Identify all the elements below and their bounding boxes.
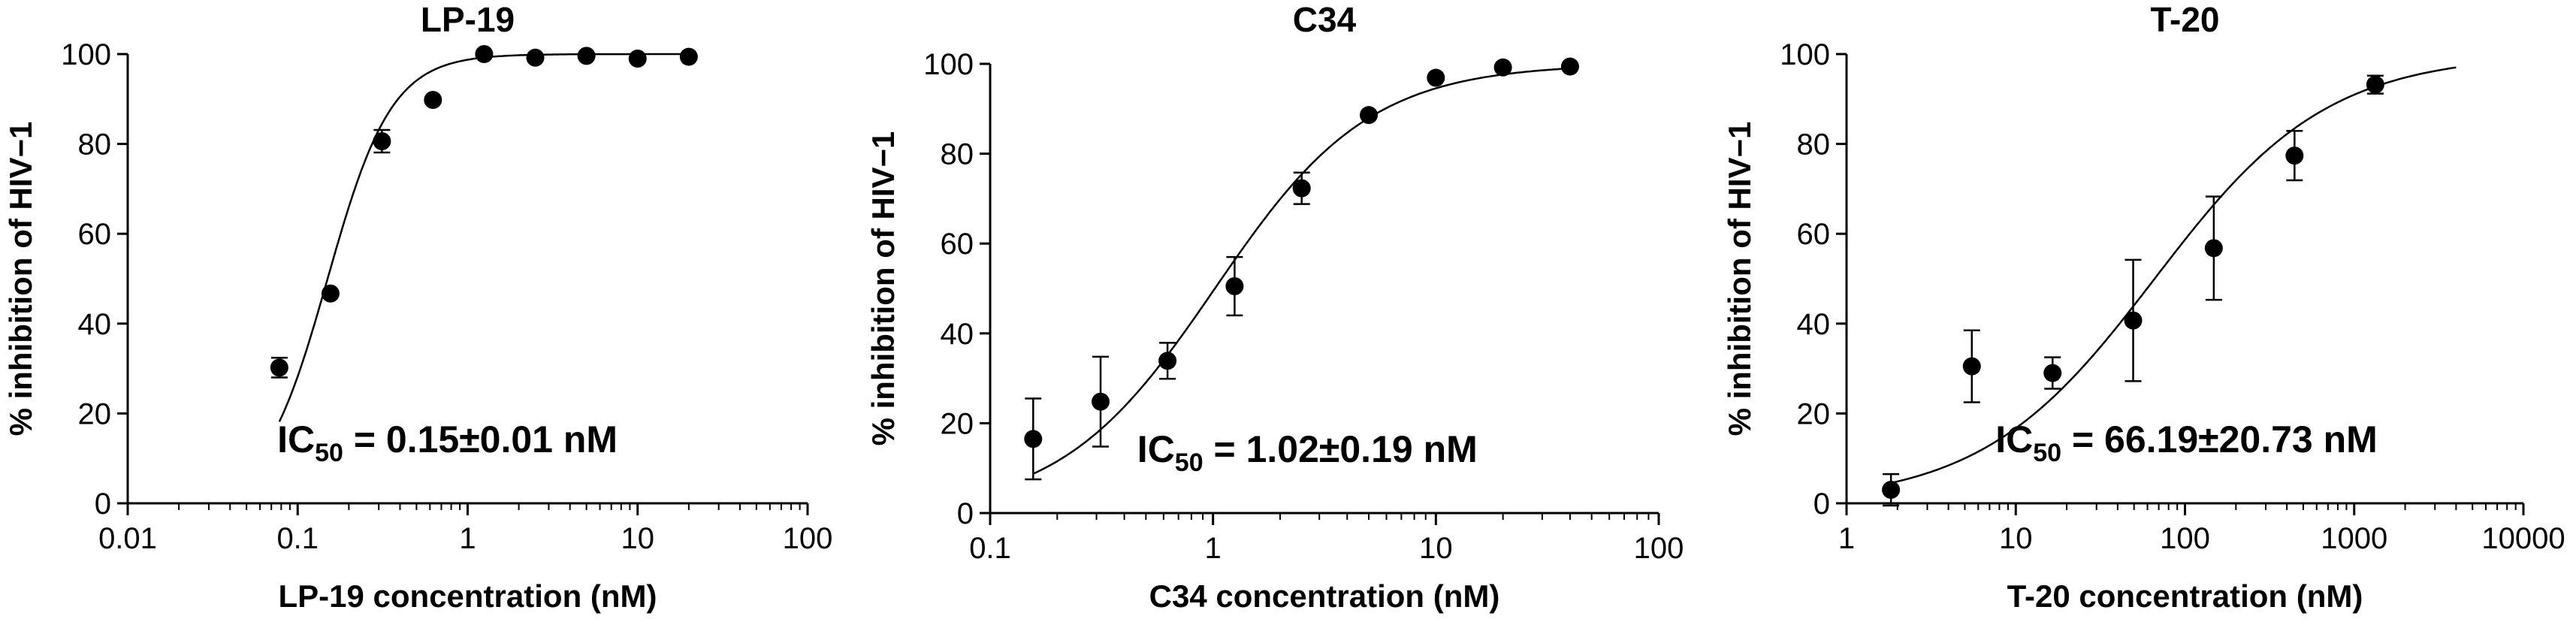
chart-panel-2: C34 0 20 40 60 80 100 0.1 1 10 100 C34 concentratio… [865, 0, 1684, 614]
data-point [2366, 75, 2384, 94]
fit-curve [1890, 66, 2457, 485]
chart-title: T-20 [2150, 0, 2219, 39]
chart-panel-3: T-20 0 20 40 60 80 100 1 10 100 1000 10000 T-20 conc… [1722, 0, 2565, 614]
y-tick-label: 80 [941, 138, 974, 171]
x-axis-label: T-20 concentration (nM) [2007, 578, 2363, 614]
y-tick-label: 40 [1797, 308, 1831, 341]
chart-panel-1: LP-19 0 20 40 60 80 100 0.01 0.1 1 10 100 LP-19 conc… [3, 0, 832, 614]
ic50-annotation: IC50 = 1.02±0.19 nM [1137, 428, 1478, 477]
y-tick-label: 20 [1797, 397, 1831, 430]
data-point [628, 49, 647, 68]
data-point [1092, 392, 1110, 411]
y-tick-label: 0 [1813, 488, 1830, 521]
x-tick-label: 1 [1205, 532, 1222, 565]
chart-title: C34 [1293, 0, 1357, 39]
x-axis-label: LP-19 concentration (nM) [278, 578, 657, 614]
data-point [270, 358, 288, 377]
x-tick-label: 10 [1419, 532, 1453, 565]
y-tick-label: 100 [923, 48, 974, 81]
ic50-subscript: 50 [2033, 439, 2061, 467]
ic50-annotation: IC50 = 0.15±0.01 nM [277, 418, 618, 467]
data-point [2285, 146, 2304, 165]
y-axis-label: % inhibition of HIV−1 [1722, 122, 1757, 436]
data-point [526, 48, 545, 67]
ic50-value: = 1.02±0.19 nM [1203, 428, 1478, 470]
y-tick-label: 80 [78, 128, 112, 162]
ic50-value: = 0.15±0.01 nM [343, 418, 618, 460]
x-tick-label: 0.01 [98, 522, 157, 555]
y-axis-label: % inhibition of HIV−1 [3, 122, 38, 436]
y-tick-label: 100 [1780, 38, 1830, 71]
data-point [1360, 106, 1379, 125]
x-tick-label: 1 [1838, 522, 1855, 555]
data-point [373, 132, 391, 151]
x-tick-label: 1000 [2321, 522, 2387, 555]
data-point [2043, 364, 2062, 382]
ic50-value: = 66.19±20.73 nM [2061, 418, 2378, 460]
y-tick-label: 0 [957, 497, 974, 530]
data-point [1225, 277, 1244, 296]
data-point [321, 284, 340, 303]
x-tick-label: 0.1 [969, 532, 1011, 565]
y-tick-label: 60 [78, 218, 112, 251]
data-point [1493, 58, 1512, 77]
y-tick-label: 20 [941, 407, 974, 440]
chart-title: LP-19 [421, 0, 515, 39]
y-tick-label: 40 [78, 308, 112, 341]
y-tick-label: 0 [95, 488, 111, 521]
x-axis-label: C34 concentration (nM) [1149, 578, 1500, 614]
ic50-subscript: 50 [315, 439, 343, 467]
data-point [1292, 179, 1311, 198]
x-tick-label: 10 [621, 522, 655, 555]
data-point [424, 90, 442, 109]
y-tick-label: 20 [78, 397, 112, 430]
data-point [1962, 357, 1981, 376]
ic50-prefix: IC [277, 418, 315, 460]
ic50-annotation: IC50 = 66.19±20.73 nM [1995, 418, 2378, 467]
y-tick-label: 60 [941, 228, 974, 261]
data-point [1427, 68, 1445, 87]
fit-curve [278, 53, 689, 422]
y-axis-label: % inhibition of HIV−1 [865, 131, 901, 446]
ic50-subscript: 50 [1175, 448, 1203, 477]
y-tick-label: 80 [1797, 128, 1831, 162]
ic50-prefix: IC [1995, 418, 2033, 460]
x-tick-label: 100 [2160, 522, 2210, 555]
data-point [1158, 352, 1177, 370]
data-point [2204, 239, 2223, 258]
y-tick-label: 40 [941, 318, 974, 351]
data-point [577, 47, 596, 65]
x-tick-label: 100 [1634, 532, 1684, 565]
data-point [679, 47, 698, 66]
y-tick-label: 100 [61, 38, 111, 71]
y-tick-label: 60 [1797, 218, 1831, 251]
fit-curve [1032, 67, 1570, 475]
data-point [1560, 57, 1579, 76]
x-tick-label: 100 [783, 522, 833, 555]
data-point [1882, 481, 1901, 500]
data-point [475, 45, 494, 63]
x-tick-label: 10 [1999, 522, 2033, 555]
data-point [2124, 311, 2143, 330]
x-tick-label: 1 [459, 522, 476, 555]
data-point [1024, 430, 1043, 448]
x-tick-label: 0.1 [276, 522, 319, 555]
ic50-prefix: IC [1137, 428, 1175, 470]
x-tick-label: 10000 [2481, 522, 2565, 555]
